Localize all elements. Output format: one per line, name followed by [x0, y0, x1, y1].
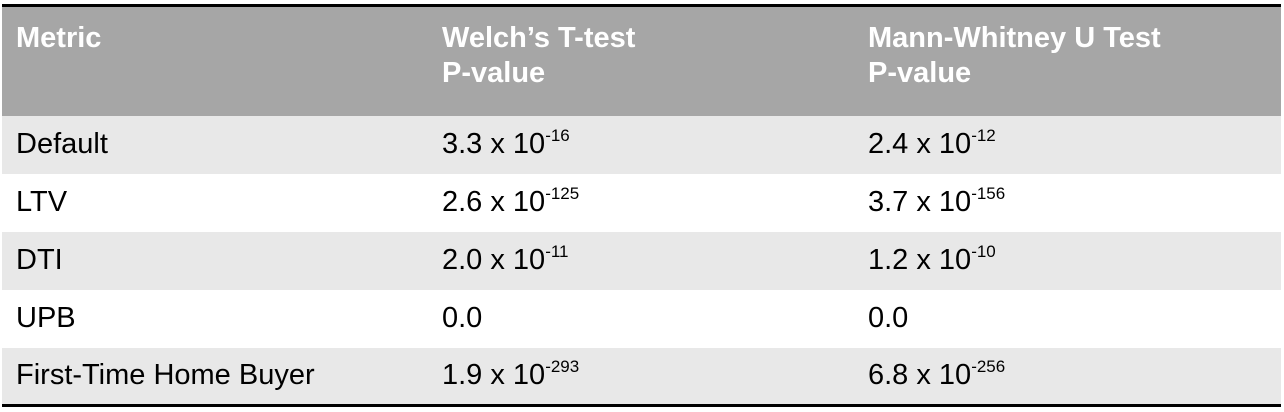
table-header: Metric Welch’s T-test P-value Mann-Whitn…: [2, 5, 1281, 116]
header-welch-line2: P-value: [442, 57, 546, 89]
cell-metric: Default: [16, 128, 108, 160]
table-row: DTI 2.0 x 10-11 1.2 x 10-10: [2, 231, 1281, 290]
cell-metric: UPB: [16, 302, 76, 334]
results-table-container: Metric Welch’s T-test P-value Mann-Whitn…: [2, 4, 1281, 407]
mann-base: 3.7 x 10: [868, 186, 972, 218]
header-metric-line1: Metric: [16, 22, 102, 54]
cell-welch: 2.6 x 10-125: [428, 174, 854, 232]
mann-exponent: -256: [971, 357, 1006, 377]
mann-base: 2.4 x 10: [868, 128, 972, 160]
header-welch-line1: Welch’s T-test: [442, 22, 636, 54]
header-mann-line2: P-value: [868, 57, 972, 89]
welch-base: 0.0: [442, 302, 483, 334]
mann-exponent: -12: [971, 126, 996, 145]
table-body: Default 3.3 x 10-16 2.4 x 10-12 LTV 2.6 …: [2, 115, 1281, 406]
table-row: LTV 2.6 x 10-125 3.7 x 10-156: [2, 173, 1281, 232]
cell-mann: 2.4 x 10-12: [854, 116, 1281, 174]
cell-mann: 6.8 x 10-256: [854, 348, 1281, 406]
p-value-table: Metric Welch’s T-test P-value Mann-Whitn…: [2, 4, 1281, 407]
header-mann-line1: Mann-Whitney U Test: [868, 22, 1161, 54]
cell-metric: DTI: [16, 244, 63, 276]
table-row: First-Time Home Buyer 1.9 x 10-293 6.8 x…: [2, 347, 1281, 406]
mann-base: 0.0: [868, 302, 909, 334]
welch-exponent: -16: [545, 126, 570, 145]
cell-mann: 1.2 x 10-10: [854, 232, 1281, 290]
cell-welch: 3.3 x 10-16: [428, 116, 854, 174]
table-row: UPB 0.0 0.0: [2, 289, 1281, 348]
mann-base: 1.2 x 10: [868, 244, 972, 276]
welch-exponent: -293: [545, 357, 580, 377]
welch-base: 3.3 x 10: [442, 128, 546, 160]
welch-base: 2.6 x 10: [442, 186, 546, 218]
welch-base: 1.9 x 10: [442, 359, 546, 392]
header-mann-whitney: Mann-Whitney U Test P-value: [854, 6, 1281, 116]
cell-welch: 1.9 x 10-293: [428, 348, 854, 406]
cell-metric: First-Time Home Buyer: [16, 359, 315, 392]
mann-base: 6.8 x 10: [868, 359, 972, 392]
cell-welch: 0.0: [428, 290, 854, 348]
welch-exponent: -125: [545, 184, 580, 203]
mann-exponent: -10: [971, 242, 996, 261]
cell-welch: 2.0 x 10-11: [428, 232, 854, 290]
welch-exponent: -11: [545, 242, 569, 261]
table-row: Default 3.3 x 10-16 2.4 x 10-12: [2, 115, 1281, 174]
cell-metric: LTV: [16, 186, 68, 218]
header-welch: Welch’s T-test P-value: [428, 6, 854, 116]
header-row: Metric Welch’s T-test P-value Mann-Whitn…: [2, 5, 1281, 116]
cell-mann: 3.7 x 10-156: [854, 174, 1281, 232]
header-metric: Metric: [2, 6, 428, 116]
cell-mann: 0.0: [854, 290, 1281, 348]
welch-base: 2.0 x 10: [442, 244, 546, 276]
mann-exponent: -156: [971, 184, 1006, 203]
